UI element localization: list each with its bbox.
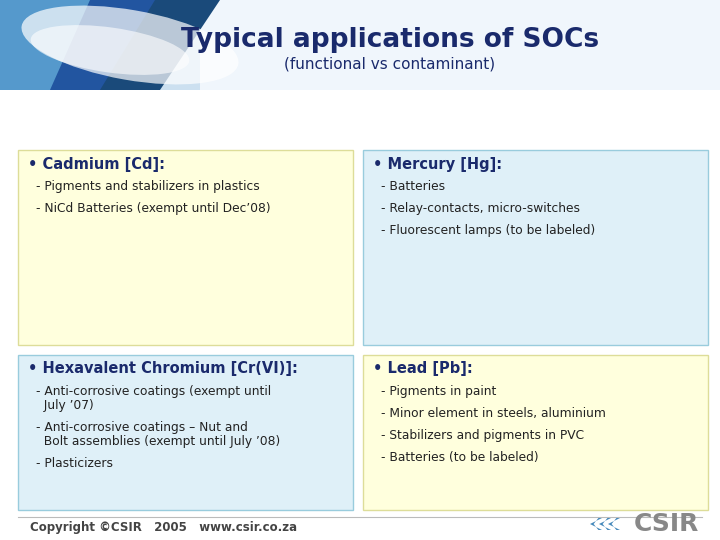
Text: - Fluorescent lamps (to be labeled): - Fluorescent lamps (to be labeled) [381,224,595,237]
FancyBboxPatch shape [363,150,708,345]
Polygon shape [590,518,602,530]
Text: - Plasticizers: - Plasticizers [36,457,113,470]
Polygon shape [0,0,220,90]
Text: - Pigments in paint: - Pigments in paint [381,385,496,398]
Text: Bolt assemblies (exempt until July ’08): Bolt assemblies (exempt until July ’08) [36,435,280,448]
Bar [0,0,720,90]
Polygon shape [0,0,90,90]
Text: - Pigments and stabilizers in plastics: - Pigments and stabilizers in plastics [36,180,260,193]
Text: - Relay-contacts, micro-switches: - Relay-contacts, micro-switches [381,202,580,215]
Text: • Mercury [Hg]:: • Mercury [Hg]: [373,157,502,172]
FancyBboxPatch shape [363,355,708,510]
Text: • Lead [Pb]:: • Lead [Pb]: [373,361,473,376]
Polygon shape [599,518,611,530]
Bar [200,0,720,90]
Text: • Hexavalent Chromium [Cr(VI)]:: • Hexavalent Chromium [Cr(VI)]: [28,361,298,376]
Text: - Batteries: - Batteries [381,180,445,193]
Text: - Anti-corrosive coatings – Nut and: - Anti-corrosive coatings – Nut and [36,421,248,434]
Polygon shape [0,0,155,90]
Text: Copyright ©CSIR   2005   www.csir.co.za: Copyright ©CSIR 2005 www.csir.co.za [30,522,297,535]
FancyBboxPatch shape [18,355,353,510]
Ellipse shape [31,25,189,75]
Polygon shape [608,518,620,530]
Text: Typical applications of SOCs: Typical applications of SOCs [181,27,599,53]
Text: - Stabilizers and pigments in PVC: - Stabilizers and pigments in PVC [381,429,584,442]
Text: - Minor element in steels, aluminium: - Minor element in steels, aluminium [381,407,606,420]
Text: - Anti-corrosive coatings (exempt until: - Anti-corrosive coatings (exempt until [36,385,271,398]
Ellipse shape [22,5,238,84]
FancyBboxPatch shape [18,150,353,345]
Text: - Batteries (to be labeled): - Batteries (to be labeled) [381,451,539,464]
Text: • Cadmium [Cd]:: • Cadmium [Cd]: [28,157,165,172]
Text: CSIR: CSIR [634,512,699,536]
Text: (functional vs contaminant): (functional vs contaminant) [284,57,495,71]
Text: July ’07): July ’07) [36,399,94,412]
Text: - NiCd Batteries (exempt until Dec’08): - NiCd Batteries (exempt until Dec’08) [36,202,271,215]
